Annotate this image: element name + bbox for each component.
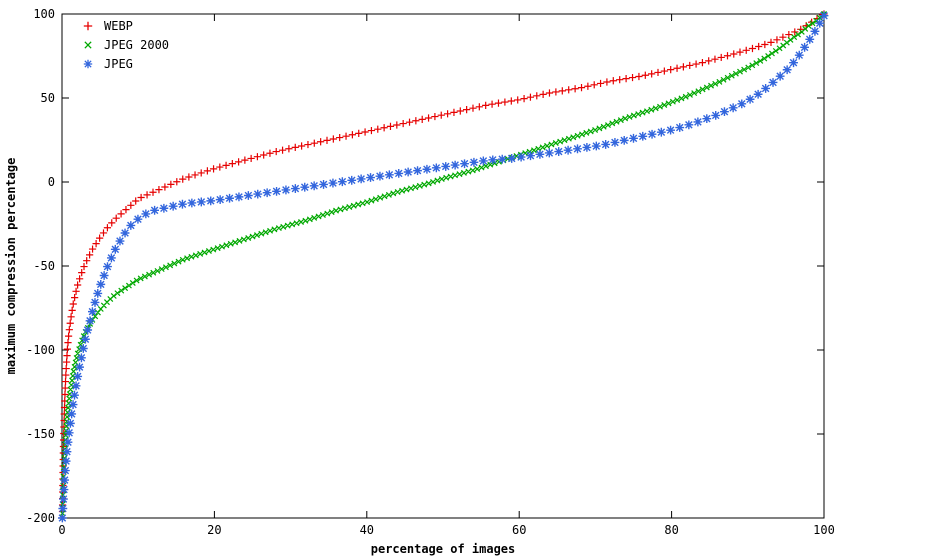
x-tick-label: 80 xyxy=(664,523,678,537)
y-tick-label: 50 xyxy=(41,91,55,105)
cross-marker-icon xyxy=(84,41,92,49)
y-tick-label: -200 xyxy=(26,511,55,525)
plus-marker-icon xyxy=(83,21,93,31)
y-tick-label: -150 xyxy=(26,427,55,441)
x-tick-label: 20 xyxy=(207,523,221,537)
legend-label-jpeg: JPEG xyxy=(104,57,133,71)
series-jpeg-markers xyxy=(57,11,829,523)
legend-item-webp: WEBP xyxy=(78,18,169,34)
y-tick-label: 100 xyxy=(33,7,55,21)
y-axis-label: maximum compression percentage xyxy=(4,157,18,375)
series-jpeg-2000-markers xyxy=(59,11,827,521)
x-axis-label: percentage of images xyxy=(370,542,516,556)
legend: WEBP JPEG 2000 JPEG xyxy=(78,18,169,72)
legend-item-jpeg2000: JPEG 2000 xyxy=(78,37,169,53)
asterisk-marker-icon xyxy=(83,59,93,69)
legend-label-webp: WEBP xyxy=(104,19,133,33)
y-tick-label: 0 xyxy=(48,175,55,189)
y-tick-label: -50 xyxy=(33,259,55,273)
x-tick-label: 40 xyxy=(360,523,374,537)
legend-item-jpeg: JPEG xyxy=(78,56,169,72)
x-tick-label: 100 xyxy=(813,523,835,537)
y-tick-label: -100 xyxy=(26,343,55,357)
x-tick-label: 0 xyxy=(58,523,65,537)
legend-label-jpeg2000: JPEG 2000 xyxy=(104,38,170,52)
x-tick-label: 60 xyxy=(512,523,526,537)
